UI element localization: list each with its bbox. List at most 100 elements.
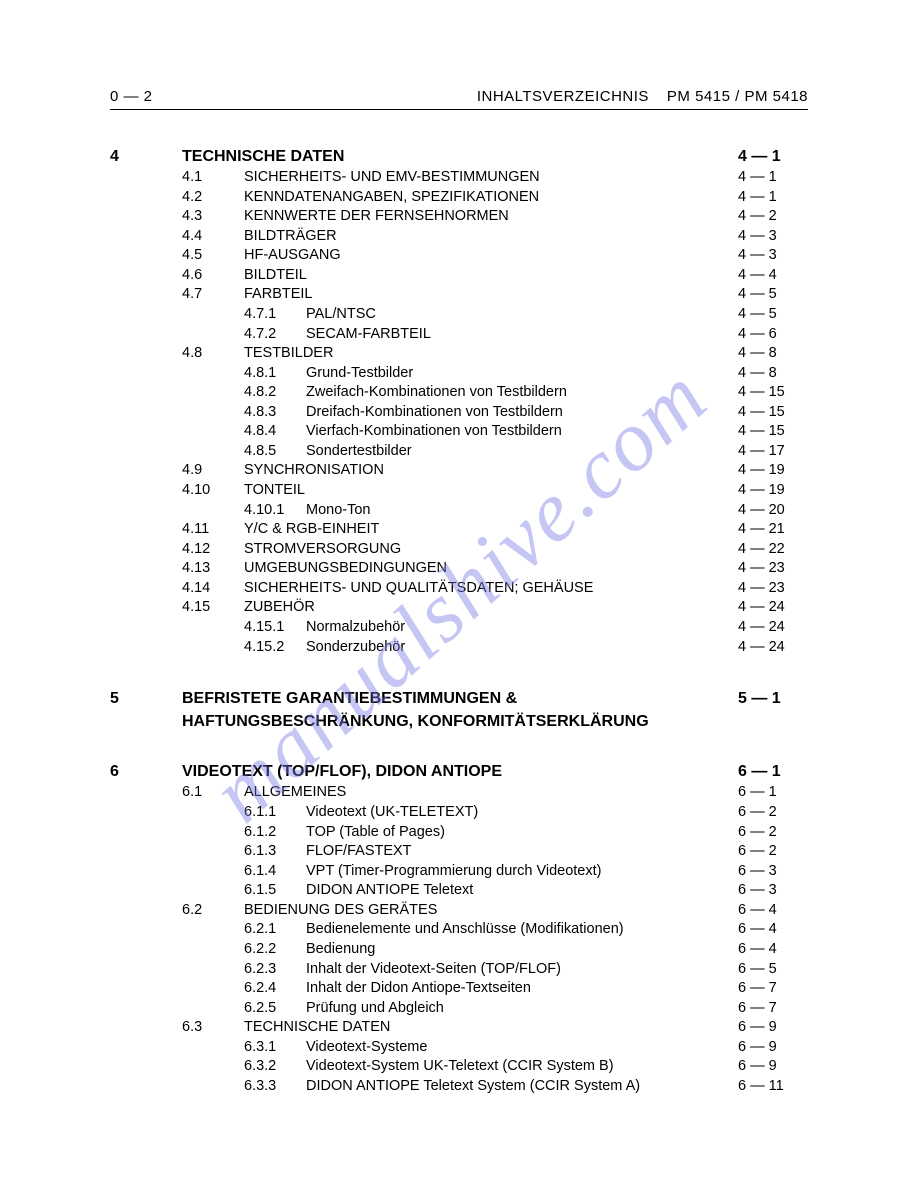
subsection-number: 6.1.2	[244, 823, 306, 843]
toc-row-level1: 4.12STROMVERSORGUNG4 — 22	[110, 540, 808, 560]
subsection-number: 6.1.3	[244, 842, 306, 862]
toc-row-level1: 6.3TECHNISCHE DATEN6 — 9	[110, 1018, 808, 1038]
section-page: 4 — 21	[738, 520, 808, 540]
toc-row-level2: 6.3.2Videotext-System UK-Teletext (CCIR …	[110, 1057, 808, 1077]
chapter-block: 6VIDEOTEXT (TOP/FLOF), DIDON ANTIOPE6 — …	[110, 763, 808, 1096]
subsection-title: Bedienung	[306, 940, 738, 960]
section-title: TESTBILDER	[244, 344, 738, 364]
section-number: 4.14	[182, 579, 244, 599]
subsection-page: 6 — 9	[738, 1057, 808, 1077]
subsection-number: 4.7.1	[244, 305, 306, 325]
subsection-page: 4 — 24	[738, 618, 808, 638]
header-right-a: INHALTSVERZEICHNIS	[477, 88, 649, 105]
subsection-title: SECAM-FARBTEIL	[306, 325, 738, 345]
subsection-page: 4 — 15	[738, 403, 808, 423]
toc-row-level2: 4.15.1Normalzubehör4 — 24	[110, 618, 808, 638]
section-title: ALLGEMEINES	[244, 783, 738, 803]
subsection-title: DIDON ANTIOPE Teletext System (CCIR Syst…	[306, 1077, 738, 1097]
subsection-title: Inhalt der Didon Antiope-Textseiten	[306, 979, 738, 999]
toc-row-level2: 4.15.2Sonderzubehör4 — 24	[110, 638, 808, 658]
section-title: BEDIENUNG DES GERÄTES	[244, 901, 738, 921]
subsection-number: 4.8.5	[244, 442, 306, 462]
subsection-page: 4 — 24	[738, 638, 808, 658]
section-page: 4 — 19	[738, 461, 808, 481]
section-number: 4.12	[182, 540, 244, 560]
section-number: 4.8	[182, 344, 244, 364]
subsection-number: 4.15.1	[244, 618, 306, 638]
subsection-title: Sondertestbilder	[306, 442, 738, 462]
table-of-contents: 4TECHNISCHE DATEN4 — 14.1SICHERHEITS- UN…	[110, 148, 808, 1096]
chapter-block: 5BEFRISTETE GARANTIEBESTIMMUNGEN & HAFTU…	[110, 687, 808, 733]
section-title: KENNDATENANGABEN, SPEZIFIKATIONEN	[244, 188, 738, 208]
header-right-b: PM 5415 / PM 5418	[667, 88, 808, 105]
toc-row-level1: 4.6BILDTEIL4 — 4	[110, 266, 808, 286]
subsection-title: Grund-Testbilder	[306, 364, 738, 384]
subsection-page: 6 — 2	[738, 803, 808, 823]
subsection-title: Sonderzubehör	[306, 638, 738, 658]
subsection-page: 6 — 2	[738, 823, 808, 843]
section-page: 4 — 4	[738, 266, 808, 286]
subsection-number: 6.3.1	[244, 1038, 306, 1058]
section-number: 4.6	[182, 266, 244, 286]
subsection-number: 4.7.2	[244, 325, 306, 345]
section-page: 4 — 22	[738, 540, 808, 560]
chapter-row: 4TECHNISCHE DATEN4 — 1	[110, 148, 808, 166]
chapter-row: 6VIDEOTEXT (TOP/FLOF), DIDON ANTIOPE6 — …	[110, 763, 808, 781]
subsection-title: Prüfung und Abgleich	[306, 999, 738, 1019]
section-page: 6 — 9	[738, 1018, 808, 1038]
header-left: 0 — 2	[110, 88, 153, 105]
subsection-page: 6 — 9	[738, 1038, 808, 1058]
subsection-number: 4.8.4	[244, 422, 306, 442]
section-number: 6.1	[182, 783, 244, 803]
toc-row-level1: 4.7FARBTEIL4 — 5	[110, 285, 808, 305]
chapter-page: 5 — 1	[738, 690, 808, 708]
toc-row-level1: 4.3KENNWERTE DER FERNSEHNORMEN4 — 2	[110, 207, 808, 227]
toc-row-level1: 4.14SICHERHEITS- UND QUALITÄTSDATEN; GEH…	[110, 579, 808, 599]
toc-row-level1: 4.4BILDTRÄGER4 — 3	[110, 227, 808, 247]
subsection-title: FLOF/FASTEXT	[306, 842, 738, 862]
subsection-number: 6.1.1	[244, 803, 306, 823]
subsection-page: 6 — 7	[738, 999, 808, 1019]
toc-row-level2: 6.3.1Videotext-Systeme6 — 9	[110, 1038, 808, 1058]
toc-row-level2: 6.2.2Bedienung6 — 4	[110, 940, 808, 960]
toc-row-level1: 4.13UMGEBUNGSBEDINGUNGEN4 — 23	[110, 559, 808, 579]
subsection-number: 6.1.5	[244, 881, 306, 901]
chapter-block: 4TECHNISCHE DATEN4 — 14.1SICHERHEITS- UN…	[110, 148, 808, 657]
toc-row-level2: 6.1.2TOP (Table of Pages)6 — 2	[110, 823, 808, 843]
subsection-page: 4 — 20	[738, 501, 808, 521]
page-header: 0 — 2 INHALTSVERZEICHNIS PM 5415 / PM 54…	[110, 88, 808, 110]
subsection-page: 6 — 5	[738, 960, 808, 980]
toc-row-level2: 6.2.1Bedienelemente und Anschlüsse (Modi…	[110, 920, 808, 940]
toc-row-level1: 4.8TESTBILDER4 — 8	[110, 344, 808, 364]
subsection-title: Mono-Ton	[306, 501, 738, 521]
toc-row-level2: 4.7.1PAL/NTSC4 — 5	[110, 305, 808, 325]
chapter-title: TECHNISCHE DATEN	[182, 148, 738, 166]
chapter-title: VIDEOTEXT (TOP/FLOF), DIDON ANTIOPE	[182, 763, 738, 781]
section-page: 4 — 2	[738, 207, 808, 227]
subsection-page: 4 — 8	[738, 364, 808, 384]
section-title: HF-AUSGANG	[244, 246, 738, 266]
subsection-number: 6.3.2	[244, 1057, 306, 1077]
subsection-title: Bedienelemente und Anschlüsse (Modifikat…	[306, 920, 738, 940]
section-title: Y/C & RGB-EINHEIT	[244, 520, 738, 540]
section-title: STROMVERSORGUNG	[244, 540, 738, 560]
toc-row-level2: 4.7.2SECAM-FARBTEIL4 — 6	[110, 325, 808, 345]
subsection-page: 6 — 2	[738, 842, 808, 862]
toc-row-level2: 6.1.5DIDON ANTIOPE Teletext6 — 3	[110, 881, 808, 901]
subsection-number: 6.2.1	[244, 920, 306, 940]
subsection-number: 4.8.1	[244, 364, 306, 384]
subsection-number: 6.1.4	[244, 862, 306, 882]
section-title: TONTEIL	[244, 481, 738, 501]
toc-row-level2: 6.1.4VPT (Timer-Programmierung durch Vid…	[110, 862, 808, 882]
subsection-title: Zweifach-Kombinationen von Testbildern	[306, 383, 738, 403]
toc-row-level2: 4.10.1Mono-Ton4 — 20	[110, 501, 808, 521]
subsection-title: Videotext-Systeme	[306, 1038, 738, 1058]
section-number: 4.15	[182, 598, 244, 618]
toc-row-level2: 6.3.3DIDON ANTIOPE Teletext System (CCIR…	[110, 1077, 808, 1097]
section-number: 4.2	[182, 188, 244, 208]
toc-row-level2: 6.2.3Inhalt der Videotext-Seiten (TOP/FL…	[110, 960, 808, 980]
section-page: 4 — 5	[738, 285, 808, 305]
toc-row-level1: 4.9SYNCHRONISATION4 — 19	[110, 461, 808, 481]
toc-row-level2: 6.2.5Prüfung und Abgleich6 — 7	[110, 999, 808, 1019]
toc-row-level1: 4.11Y/C & RGB-EINHEIT4 — 21	[110, 520, 808, 540]
